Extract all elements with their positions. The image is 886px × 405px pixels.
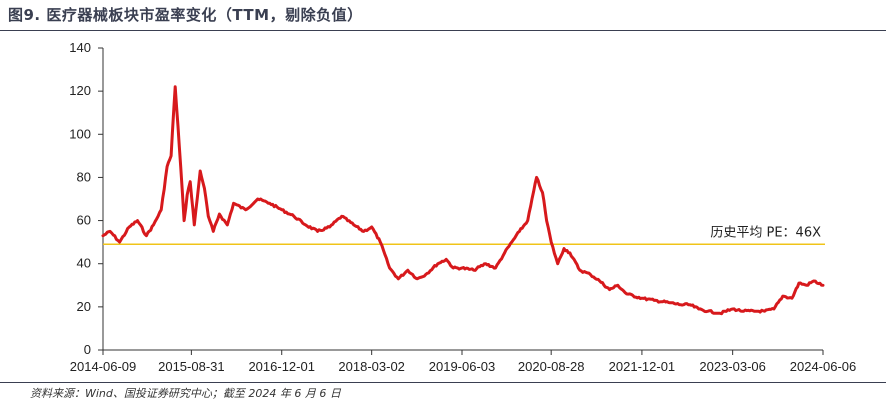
x-tick-label: 2019-06-03 <box>429 359 496 374</box>
y-tick-label: 40 <box>77 256 91 271</box>
y-tick-label: 100 <box>69 126 91 141</box>
x-tick-label: 2016-12-01 <box>248 359 315 374</box>
x-axis: 2014-06-09 2015-08-31 2016-12-01 2018-03-02… <box>70 349 857 374</box>
x-tick-label: 2021-12-01 <box>609 359 676 374</box>
source-note: 资料来源：Wind、国投证券研究中心；截至 2024 年 6 月 6 日 <box>30 387 341 400</box>
x-tick-label: 2023-03-06 <box>699 359 766 374</box>
average-pe-label: 历史平均 PE：46X <box>710 225 821 240</box>
series-group <box>101 85 825 316</box>
y-tick-label: 120 <box>69 83 91 98</box>
x-tick-label: 2014-06-09 <box>70 359 137 374</box>
y-tick-label: 0 <box>84 342 91 357</box>
y-axis: 0 20 40 60 80 100 120 140 <box>69 40 104 357</box>
footer-divider <box>0 382 886 383</box>
pe-series-line <box>101 85 825 316</box>
x-tick-label: 2024-06-06 <box>790 359 857 374</box>
x-tick-label: 2020-08-28 <box>518 359 585 374</box>
y-tick-label: 20 <box>77 299 91 314</box>
annotations: 历史平均 PE：46X <box>710 225 821 240</box>
y-tick-label: 80 <box>77 169 91 184</box>
y-tick-label: 60 <box>77 213 91 228</box>
x-tick-label: 2015-08-31 <box>158 359 225 374</box>
title-divider <box>0 30 886 31</box>
chart-title: 图9. 医疗器械板块市盈率变化（TTM，剔除负值） <box>8 6 363 24</box>
x-tick-label: 2018-03-02 <box>338 359 405 374</box>
y-tick-label: 140 <box>69 40 91 55</box>
